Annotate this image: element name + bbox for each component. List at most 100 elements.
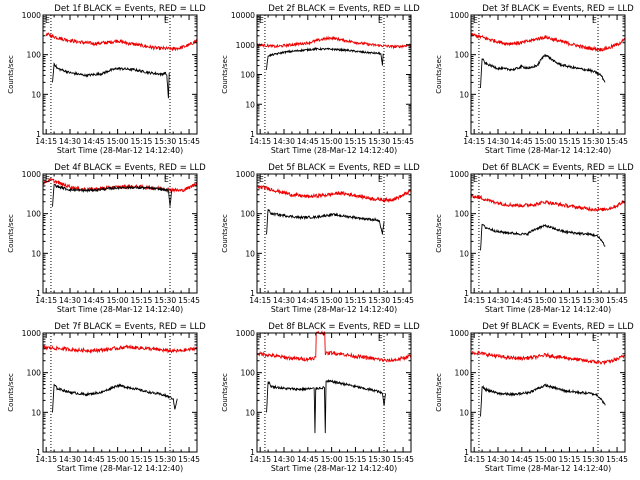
x-tick-label: 15:00 [107, 455, 129, 464]
y-tick-label: 100 [241, 369, 256, 378]
event-marker-label: E [378, 175, 383, 184]
x-tick-label: 15:30 [154, 455, 176, 464]
x-tick-label: 14:15 [463, 137, 485, 146]
x-tick-label: 15:00 [107, 137, 129, 146]
x-tick-label: 14:15 [35, 455, 57, 464]
y-tick-label: 1 [36, 289, 41, 298]
x-tick-label: 15:00 [535, 137, 557, 146]
series-events-line [52, 383, 178, 413]
x-tick-label: 15:45 [178, 137, 200, 146]
panel-det-2f: Det 2f BLACK = Events, RED = LLD 1 10 100 10… [221, 4, 420, 155]
y-tick-label: 100 [455, 369, 470, 378]
y-axis-label: Counts/sec [435, 214, 443, 253]
x-axis-label: Start Time (28-Mar-12 14:12:40) [485, 464, 611, 473]
y-tick-label: 1 [36, 448, 41, 457]
x-axis-label: Start Time (28-Mar-12 14:12:40) [57, 464, 183, 473]
event-marker-label: E [592, 175, 597, 184]
y-tick-label: 1000 [236, 41, 255, 50]
x-tick-label: 14:30 [487, 455, 509, 464]
plot-frame [256, 332, 412, 453]
series-lld-line [256, 35, 412, 50]
x-tick-label: 15:00 [535, 455, 557, 464]
x-tick-label: 15:15 [130, 137, 152, 146]
plot-frame [42, 14, 198, 135]
y-tick-label: 100 [27, 369, 42, 378]
x-axis-label: Start Time (28-Mar-12 14:12:40) [271, 464, 397, 473]
series-lld-line [45, 32, 198, 52]
x-tick-label: 15:30 [368, 137, 390, 146]
series-events-line [480, 223, 606, 251]
y-tick-label: 10 [459, 408, 469, 417]
series-lld-line [470, 350, 626, 366]
x-tick-label: 14:45 [83, 296, 105, 305]
x-tick-label: 14:45 [83, 137, 105, 146]
series-events-line [480, 53, 606, 89]
plot-frame [42, 332, 198, 453]
x-tick-label: 15:15 [130, 296, 152, 305]
y-axis-label: Counts/sec [7, 214, 15, 253]
x-tick-label: 15:30 [582, 137, 604, 146]
x-tick-label: 15:00 [321, 455, 343, 464]
x-tick-label: 14:30 [59, 137, 81, 146]
y-tick-label: 1 [464, 448, 469, 457]
x-axis-label: Start Time (28-Mar-12 14:12:40) [485, 305, 611, 314]
y-tick-label: 1 [250, 130, 255, 139]
event-marker-label: E [473, 16, 478, 25]
y-tick-label: 1 [250, 289, 255, 298]
panel-title: Det 5f BLACK = Events, RED = LLD [268, 163, 420, 173]
x-tick-label: 15:15 [558, 296, 580, 305]
x-tick-label: 15:30 [582, 296, 604, 305]
x-axis-label: Start Time (28-Mar-12 14:12:40) [271, 146, 397, 155]
panel-det-9f: Det 9f BLACK = Events, RED = LLD 1 10 100 10… [435, 322, 634, 473]
panel-title: Det 8f BLACK = Events, RED = LLD [268, 322, 420, 332]
x-tick-label: 15:15 [344, 137, 366, 146]
x-tick-label: 14:45 [511, 137, 533, 146]
y-tick-label: 10 [245, 249, 255, 258]
panel-det-4f: Det 4f BLACK = Events, RED = LLD 1 10 100 10… [7, 163, 206, 314]
x-tick-label: 15:30 [582, 455, 604, 464]
x-tick-label: 15:30 [154, 296, 176, 305]
x-tick-label: 15:00 [107, 296, 129, 305]
x-tick-label: 15:15 [344, 296, 366, 305]
panel-title: Det 4f BLACK = Events, RED = LLD [54, 163, 206, 173]
y-tick-label: 1000 [22, 329, 41, 338]
y-tick-label: 1000 [22, 170, 41, 179]
y-tick-label: 1000 [450, 11, 469, 20]
y-tick-label: 100 [27, 51, 42, 60]
plot-frame [42, 173, 198, 294]
y-axis-label: Counts/sec [7, 55, 15, 94]
y-tick-label: 1000 [236, 329, 255, 338]
panel-det-5f: Det 5f BLACK = Events, RED = LLD 1 10 100 10… [221, 163, 420, 314]
y-axis-label: Counts/sec [221, 373, 229, 412]
y-tick-label: 1 [464, 289, 469, 298]
x-tick-label: 15:15 [130, 455, 152, 464]
x-tick-label: 14:15 [463, 296, 485, 305]
x-tick-label: 14:45 [511, 455, 533, 464]
event-marker-label: E [378, 334, 383, 343]
panel-det-6f: Det 6f BLACK = Events, RED = LLD 1 10 100 10… [435, 163, 634, 314]
x-tick-label: 15:15 [344, 455, 366, 464]
x-tick-label: 15:15 [558, 455, 580, 464]
x-axis-label: Start Time (28-Mar-12 14:12:40) [485, 146, 611, 155]
y-axis-label: Counts/sec [435, 373, 443, 412]
panel-title: Det 6f BLACK = Events, RED = LLD [482, 163, 634, 173]
y-axis-label: Counts/sec [435, 55, 443, 94]
x-tick-label: 14:45 [83, 455, 105, 464]
y-tick-label: 100 [241, 71, 256, 80]
y-axis-label: Counts/sec [221, 55, 229, 94]
x-tick-label: 15:45 [606, 296, 628, 305]
panel-title: Det 1f BLACK = Events, RED = LLD [54, 4, 206, 14]
x-tick-label: 15:45 [392, 455, 414, 464]
x-tick-label: 15:45 [178, 296, 200, 305]
x-tick-label: 14:30 [59, 296, 81, 305]
plot-frame [256, 14, 412, 135]
y-tick-label: 1000 [450, 170, 469, 179]
x-tick-label: 15:45 [606, 137, 628, 146]
event-marker-label: E [164, 16, 169, 25]
series-lld-line [256, 184, 412, 204]
panel-title: Det 9f BLACK = Events, RED = LLD [482, 322, 634, 332]
x-tick-label: 14:15 [249, 455, 271, 464]
event-marker-label: E [45, 175, 50, 184]
series-lld-line [256, 330, 412, 363]
